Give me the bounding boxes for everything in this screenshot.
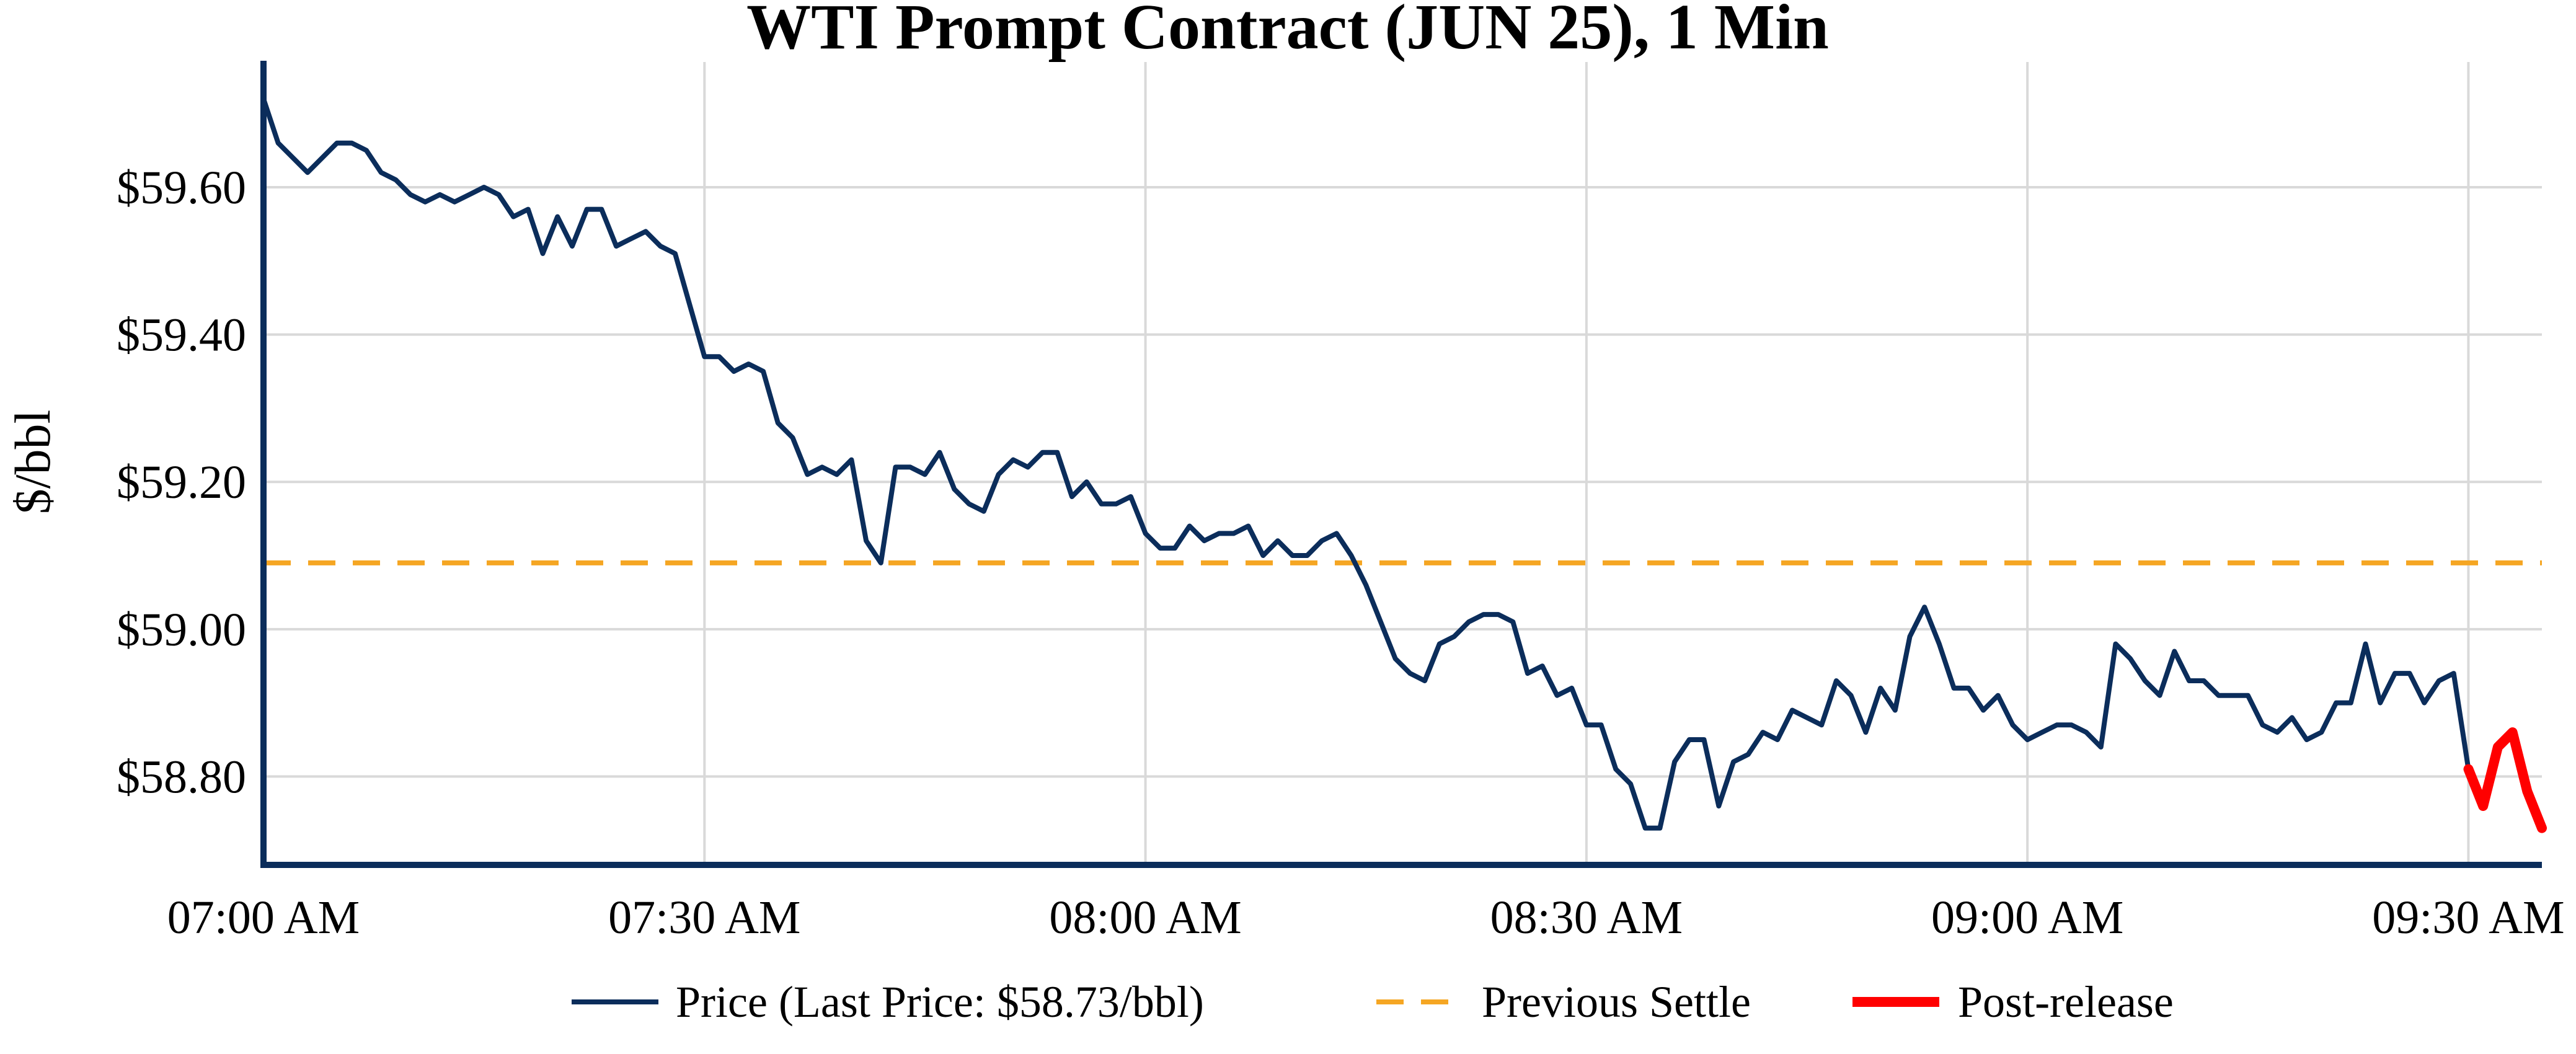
post-release-line <box>2463 727 2547 833</box>
x-tick-label: 09:30 AM <box>2372 892 2564 944</box>
x-tick-label: 07:00 AM <box>167 892 360 944</box>
legend-label-post-release: Post-release <box>1958 977 2174 1027</box>
x-tick-label: 08:30 AM <box>1490 892 1683 944</box>
y-tick-label: $59.20 <box>117 456 246 508</box>
y-axis-label: $/bbl <box>4 410 61 515</box>
x-tick-label: 07:30 AM <box>608 892 800 944</box>
chart-title: WTI Prompt Contract (JUN 25), 1 Min <box>746 0 1829 63</box>
legend: Price (Last Price: $58.73/bbl) Previous … <box>572 977 2174 1027</box>
y-tick-label: $59.60 <box>117 162 246 214</box>
y-tick-label: $58.80 <box>117 751 246 803</box>
price-line <box>261 96 2471 831</box>
series-layer <box>261 96 2547 833</box>
legend-label-price: Price (Last Price: $58.73/bbl) <box>676 977 1204 1027</box>
legend-label-previous-settle: Previous Settle <box>1482 977 1751 1027</box>
grid-lines <box>262 62 2542 865</box>
x-tick-label: 08:00 AM <box>1049 892 1241 944</box>
x-tick-label: 09:00 AM <box>1931 892 2123 944</box>
y-tick-label: $59.00 <box>117 604 246 656</box>
axes <box>260 61 2542 868</box>
tick-labels: $58.80 $59.00 $59.20 $59.40 $59.60 07:00 AM 07… <box>117 162 2565 944</box>
y-tick-label: $59.40 <box>117 309 246 361</box>
